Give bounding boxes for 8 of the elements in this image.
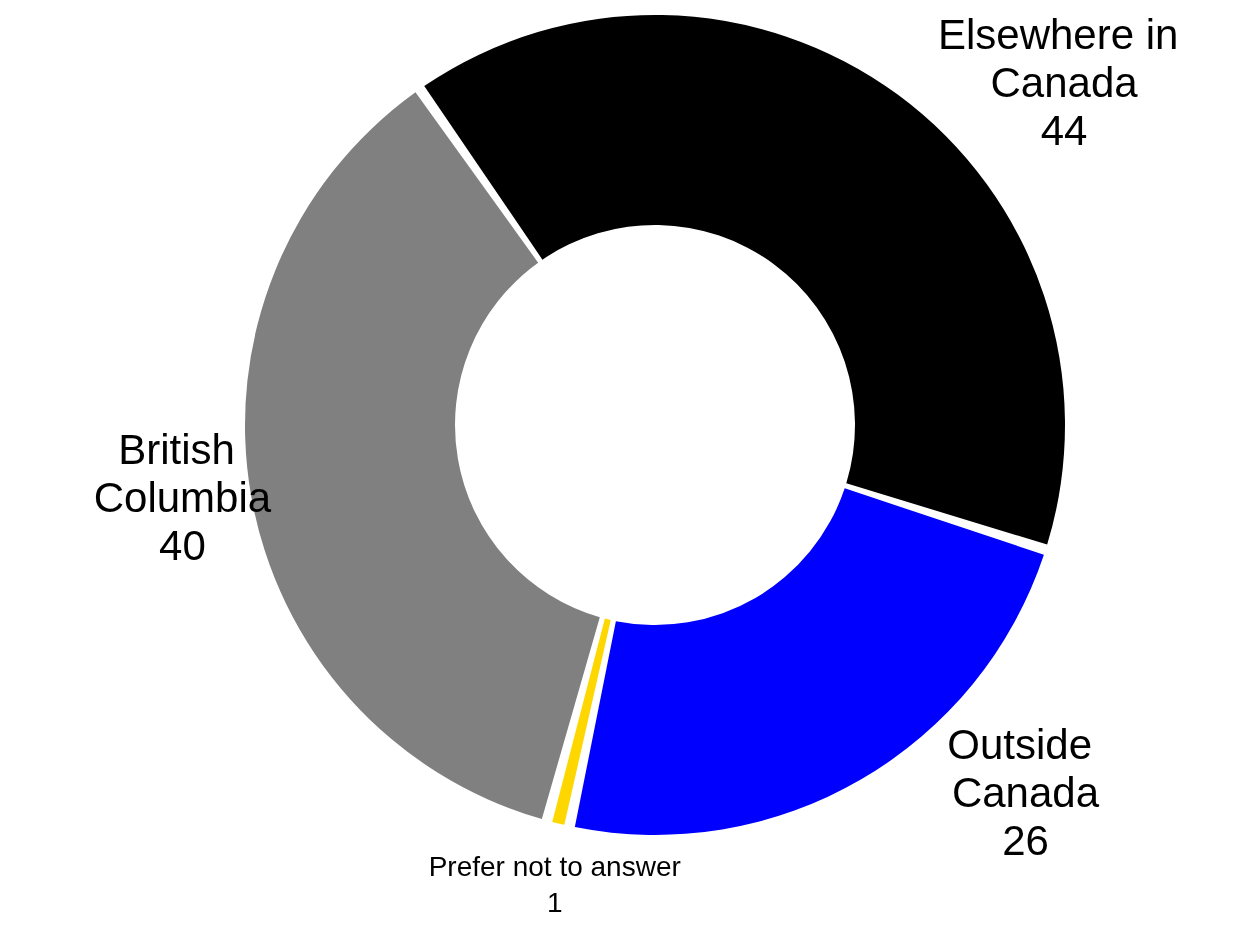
data-label: 40: [159, 522, 206, 570]
data-label: 26: [1002, 817, 1049, 865]
slice-label: Prefer not to answer: [428, 851, 681, 883]
slice-label: British Columbia: [93, 426, 272, 522]
data-label: 1: [546, 887, 563, 919]
slice-label: Outside Canada: [947, 721, 1104, 817]
slice-label: Elsewhere in Canada: [937, 11, 1191, 107]
data-label: 44: [1040, 107, 1088, 155]
